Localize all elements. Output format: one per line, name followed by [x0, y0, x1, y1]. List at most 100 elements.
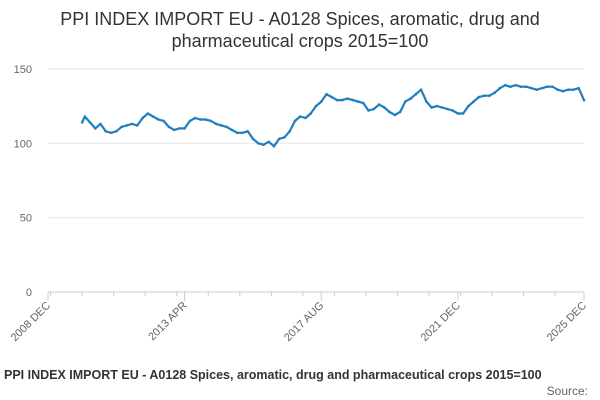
data-point[interactable]: [115, 130, 118, 133]
data-point[interactable]: [167, 125, 171, 129]
data-point[interactable]: [120, 125, 123, 129]
data-point[interactable]: [157, 118, 160, 121]
data-point[interactable]: [251, 137, 255, 141]
data-point[interactable]: [272, 144, 276, 148]
data-point[interactable]: [346, 97, 349, 100]
data-point[interactable]: [372, 107, 376, 111]
data-point[interactable]: [446, 107, 449, 111]
data-point[interactable]: [383, 106, 386, 109]
data-point[interactable]: [335, 98, 339, 102]
data-point[interactable]: [162, 119, 165, 123]
data-point[interactable]: [451, 109, 454, 112]
data-point[interactable]: [230, 128, 234, 132]
data-point[interactable]: [519, 85, 523, 88]
data-point[interactable]: [325, 92, 328, 96]
data-point[interactable]: [214, 122, 218, 126]
data-point[interactable]: [545, 85, 549, 88]
data-point[interactable]: [104, 130, 108, 133]
data-point[interactable]: [440, 106, 444, 109]
data-point[interactable]: [404, 100, 407, 103]
data-point[interactable]: [419, 88, 423, 91]
data-point[interactable]: [388, 110, 391, 114]
data-point[interactable]: [256, 142, 260, 145]
data-point[interactable]: [572, 88, 575, 91]
data-point[interactable]: [509, 85, 512, 88]
data-point[interactable]: [172, 128, 176, 132]
data-point[interactable]: [267, 140, 271, 144]
data-point[interactable]: [577, 86, 580, 90]
data-point[interactable]: [94, 127, 97, 130]
data-point[interactable]: [330, 95, 334, 99]
data-point[interactable]: [356, 100, 360, 103]
data-point[interactable]: [493, 91, 497, 94]
data-point[interactable]: [362, 101, 365, 105]
data-point[interactable]: [341, 98, 344, 102]
data-point[interactable]: [435, 104, 439, 108]
data-point[interactable]: [314, 104, 318, 108]
data-point[interactable]: [288, 130, 292, 133]
data-point[interactable]: [582, 98, 586, 102]
data-point[interactable]: [262, 143, 265, 146]
data-point[interactable]: [277, 137, 281, 141]
x-tick-label: 2021 DEC: [419, 300, 463, 344]
data-point[interactable]: [430, 106, 433, 109]
data-point[interactable]: [209, 119, 213, 123]
data-point[interactable]: [146, 112, 150, 115]
data-point[interactable]: [235, 131, 239, 135]
data-point[interactable]: [320, 100, 323, 103]
data-point[interactable]: [540, 86, 544, 90]
data-point[interactable]: [514, 83, 517, 87]
data-point[interactable]: [309, 112, 313, 115]
data-point[interactable]: [188, 119, 192, 123]
data-point[interactable]: [178, 127, 181, 130]
data-point[interactable]: [220, 124, 223, 127]
data-point[interactable]: [482, 94, 486, 97]
data-point[interactable]: [246, 130, 249, 133]
data-point[interactable]: [409, 97, 412, 100]
data-point[interactable]: [304, 116, 307, 120]
data-point[interactable]: [467, 104, 470, 108]
data-point[interactable]: [367, 109, 370, 112]
data-point[interactable]: [398, 110, 402, 114]
y-axis: 0 50 100 150: [14, 64, 32, 299]
data-point[interactable]: [136, 124, 139, 127]
data-point[interactable]: [566, 88, 570, 91]
data-point[interactable]: [130, 122, 134, 126]
legend-item[interactable]: PPI INDEX IMPORT EU - A0128 Spices, arom…: [4, 368, 542, 382]
data-point[interactable]: [477, 95, 481, 99]
data-point[interactable]: [109, 131, 113, 135]
data-point[interactable]: [88, 121, 92, 124]
data-point[interactable]: [377, 103, 381, 106]
data-point[interactable]: [551, 85, 554, 88]
data-point[interactable]: [488, 94, 491, 97]
data-point[interactable]: [298, 115, 302, 118]
data-point[interactable]: [241, 131, 244, 135]
data-point[interactable]: [151, 115, 155, 118]
data-point[interactable]: [225, 125, 228, 129]
data-point[interactable]: [425, 100, 428, 103]
data-point[interactable]: [83, 115, 87, 118]
data-point[interactable]: [461, 112, 465, 115]
data-point[interactable]: [204, 118, 207, 121]
data-point[interactable]: [414, 92, 418, 96]
data-point[interactable]: [199, 118, 202, 121]
data-point[interactable]: [530, 86, 533, 90]
data-point[interactable]: [556, 88, 559, 91]
data-point[interactable]: [524, 85, 528, 88]
data-point[interactable]: [193, 116, 197, 120]
data-point[interactable]: [183, 127, 186, 130]
data-point[interactable]: [293, 119, 297, 123]
data-point[interactable]: [99, 122, 102, 126]
data-point[interactable]: [472, 100, 475, 103]
data-point[interactable]: [535, 88, 538, 91]
data-point[interactable]: [141, 116, 144, 120]
data-point[interactable]: [80, 121, 84, 124]
data-point[interactable]: [283, 136, 286, 139]
data-point[interactable]: [351, 98, 355, 102]
data-point[interactable]: [125, 124, 129, 127]
data-point[interactable]: [498, 86, 502, 90]
data-point[interactable]: [561, 89, 565, 93]
data-point[interactable]: [393, 113, 397, 117]
data-point[interactable]: [456, 112, 460, 115]
data-point[interactable]: [503, 83, 507, 87]
